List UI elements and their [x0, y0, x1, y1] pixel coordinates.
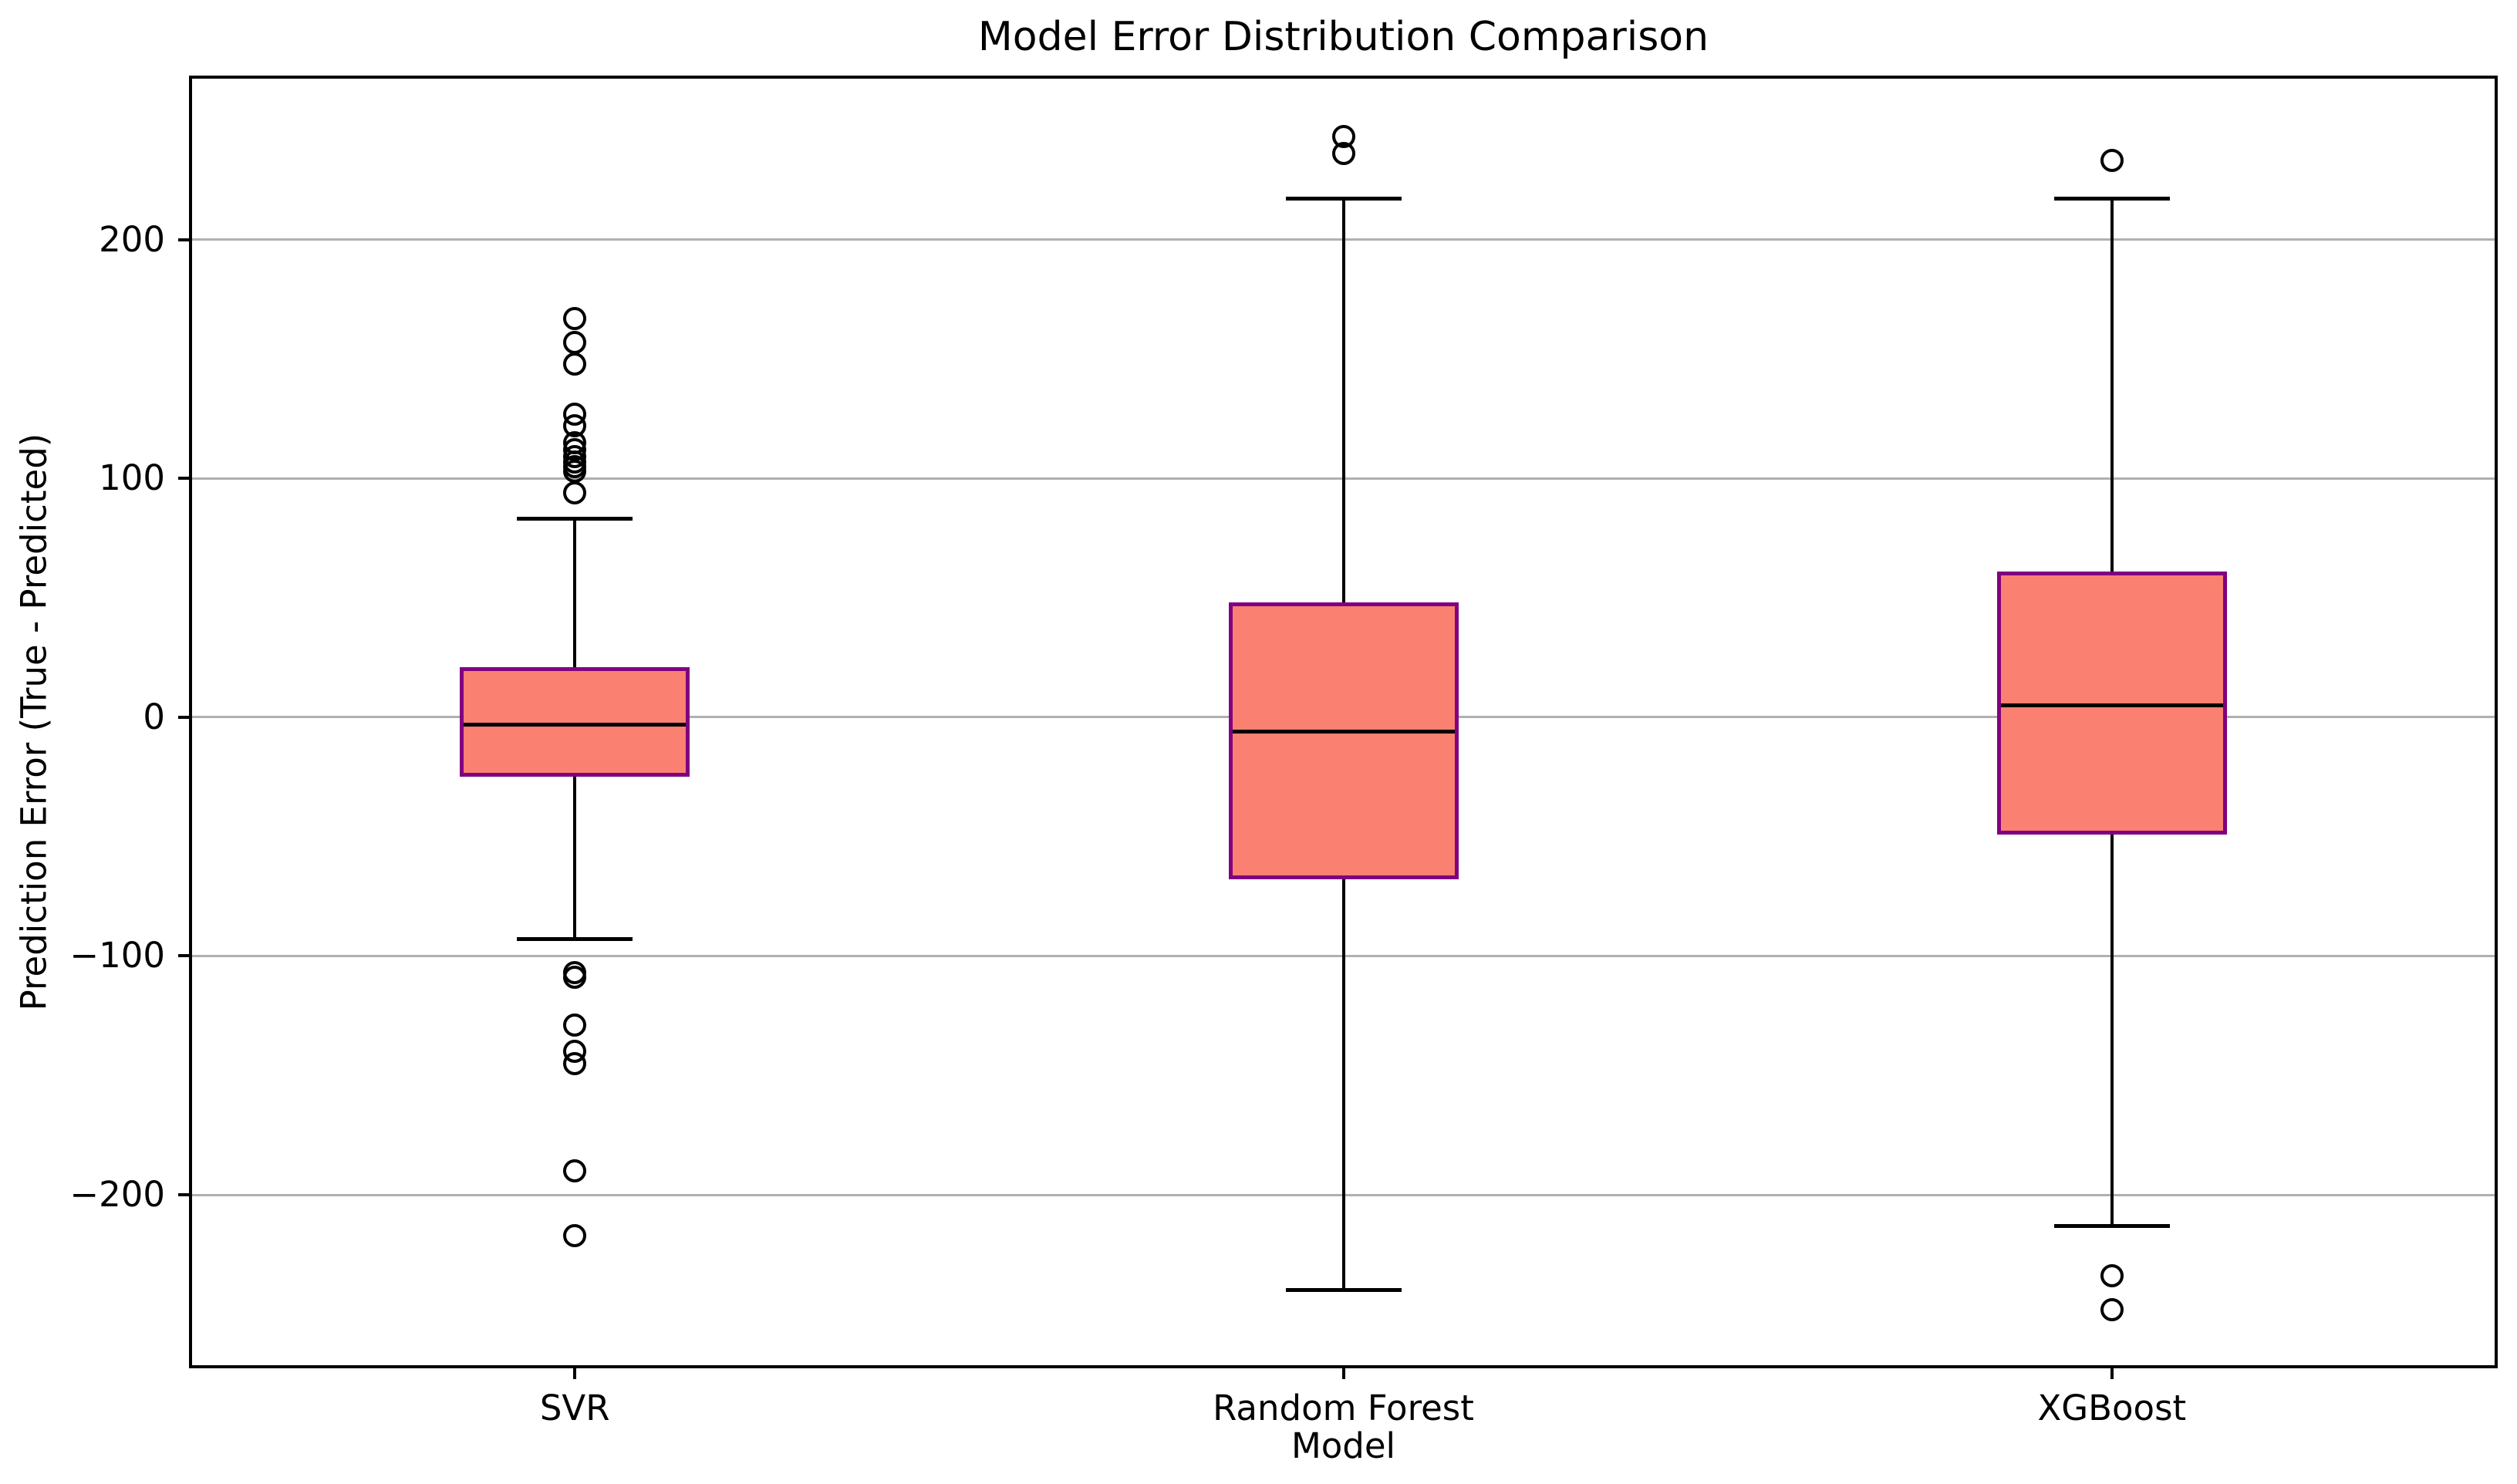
y-tick-label: −200: [69, 1174, 165, 1216]
lower-whisker-cap: [517, 937, 633, 942]
outlier-point: [563, 1159, 587, 1183]
outlier-point: [563, 330, 587, 354]
outlier-point: [2100, 1264, 2124, 1288]
box: [1996, 571, 2227, 835]
upper-whisker-line: [2110, 198, 2114, 572]
y-tick-mark: [178, 1193, 191, 1197]
y-tick-mark: [178, 238, 191, 241]
x-tick-label: XGBoost: [2037, 1388, 2187, 1428]
y-tick-label: 0: [143, 696, 165, 737]
upper-whisker-cap: [517, 517, 633, 521]
outlier-point: [563, 459, 587, 483]
outlier-point: [2100, 149, 2124, 173]
x-tick-label: Random Forest: [1213, 1388, 1474, 1428]
x-axis-label: Model: [1291, 1425, 1396, 1466]
box: [1228, 602, 1459, 880]
lower-whisker-line: [2110, 834, 2114, 1226]
lower-whisker-line: [573, 777, 577, 939]
outlier-point: [563, 306, 587, 330]
lower-whisker-line: [1341, 879, 1345, 1290]
outlier-point: [1331, 142, 1355, 166]
lower-whisker-cap: [1285, 1288, 1402, 1293]
y-tick-mark: [178, 715, 191, 719]
outlier-point: [563, 966, 587, 990]
median-line: [464, 722, 687, 727]
x-tick-mark: [2110, 1367, 2114, 1379]
outlier-point: [563, 352, 587, 376]
upper-whisker-line: [573, 518, 577, 667]
x-tick-mark: [1341, 1367, 1345, 1379]
outlier-point: [563, 481, 587, 504]
outlier-point: [563, 1223, 587, 1247]
upper-whisker-cap: [2053, 197, 2170, 201]
upper-whisker-line: [1341, 198, 1345, 603]
outlier-point: [563, 1051, 587, 1075]
median-line: [2000, 703, 2223, 707]
median-line: [1232, 729, 1455, 734]
y-tick-mark: [178, 477, 191, 481]
x-tick-label: SVR: [539, 1388, 610, 1428]
y-tick-label: 100: [99, 457, 165, 499]
outlier-point: [563, 1014, 587, 1037]
lower-whisker-cap: [2053, 1223, 2170, 1228]
x-tick-mark: [573, 1367, 577, 1379]
chart-title: Model Error Distribution Comparison: [977, 14, 1709, 60]
upper-whisker-cap: [1285, 197, 1402, 201]
y-tick-label: 200: [99, 218, 165, 260]
y-tick-mark: [178, 954, 191, 958]
box: [460, 666, 690, 777]
outlier-point: [2100, 1297, 2124, 1321]
y-tick-label: −100: [69, 935, 165, 976]
